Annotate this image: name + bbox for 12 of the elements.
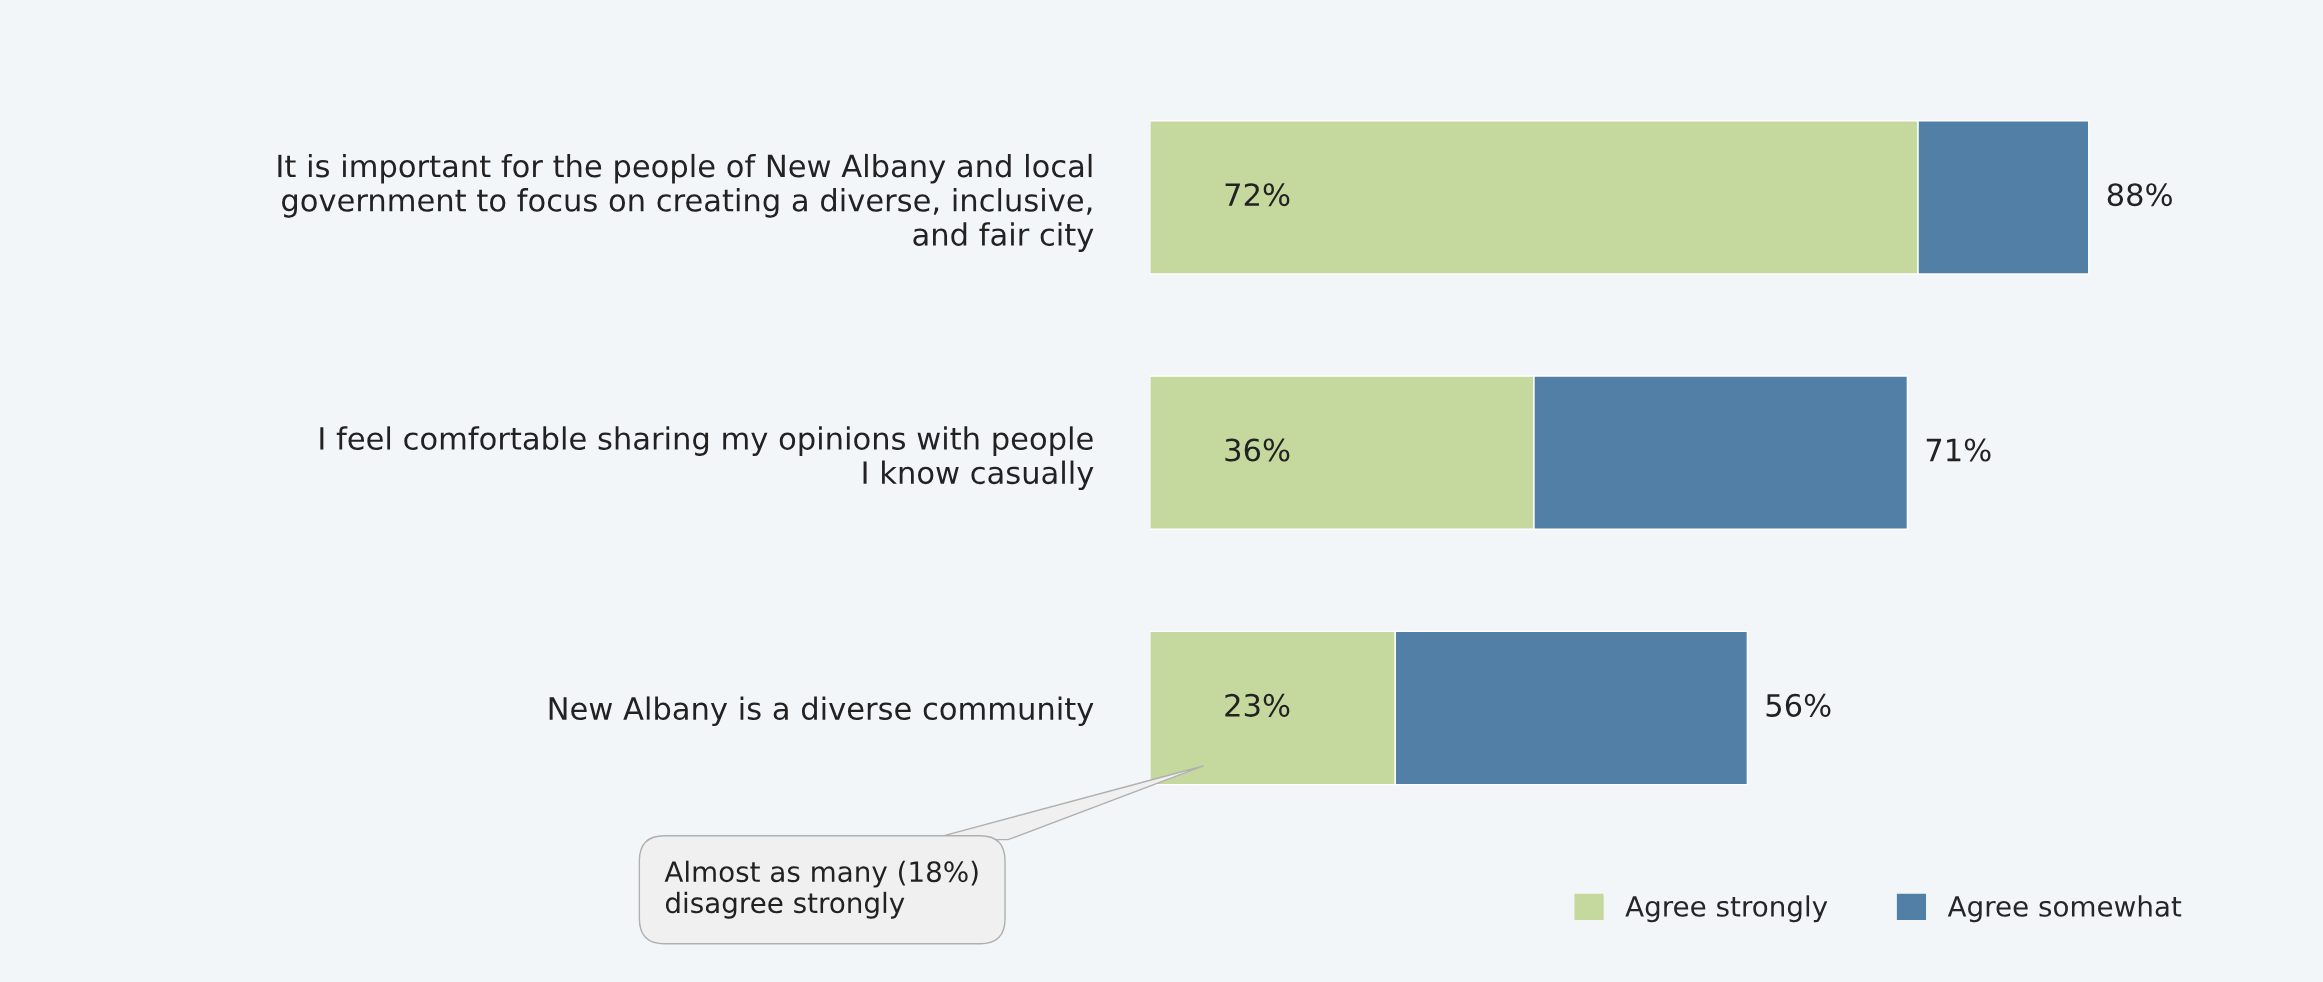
text: Almost as many (18%) disagree strongly [664, 860, 978, 919]
data-label: 36% [1225, 438, 1290, 462]
y-tick-label: I feel comfortable sharing my opinions with people I know casually [320, 426, 1094, 491]
legend-label: Agree strongly [1625, 895, 1828, 923]
y-tick-label: It is important for the people of New Albany and local government to focus on creating a diverse, inclusive, and fair city [278, 153, 1094, 252]
legend-label: Agree somewhat [1947, 895, 2182, 923]
total-label: 71% [1926, 438, 1991, 462]
total-label: 88% [2107, 183, 2172, 207]
y-tick-label: New Albany is a diverse community [549, 696, 1094, 726]
total-label: 56% [1766, 693, 1831, 717]
data-label: 72% [1225, 183, 1290, 207]
data-label: 23% [1225, 693, 1290, 717]
